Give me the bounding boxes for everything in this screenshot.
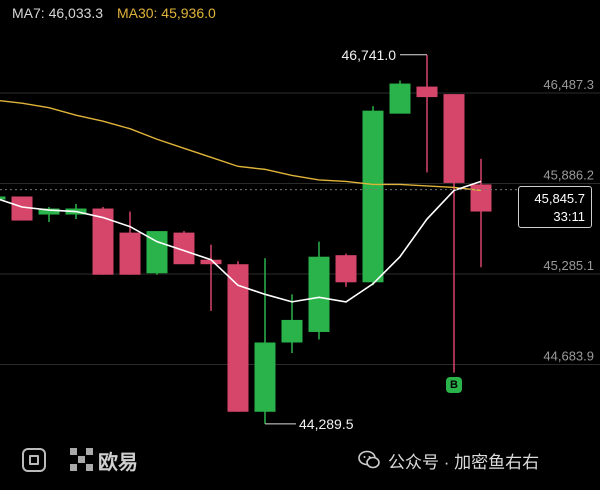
low-price-label: 44,289.5 <box>299 416 354 432</box>
candle-body <box>0 196 6 200</box>
wechat-icon <box>358 450 380 469</box>
candle-body <box>389 83 411 114</box>
candle-body <box>416 86 438 98</box>
candle-body <box>254 342 276 412</box>
candle-body <box>335 255 357 283</box>
candle-body <box>308 256 330 332</box>
candle-body <box>200 259 222 265</box>
candle-countdown: 33:11 <box>553 209 585 224</box>
high-price-label: 46,741.0 <box>342 47 397 63</box>
wechat-account: 公众号 · 加密鱼右右 <box>388 452 540 472</box>
y-tick-label: 46,487.3 <box>543 77 594 92</box>
y-tick-label: 44,683.9 <box>543 349 594 364</box>
y-tick-label: 44,082.8 <box>543 439 594 440</box>
candle-body <box>470 184 492 212</box>
ma7-line <box>0 180 482 303</box>
candle-body <box>173 232 195 265</box>
okx-logo-icon <box>70 448 94 472</box>
candle-body <box>443 94 465 183</box>
candle-body <box>38 208 60 215</box>
y-tick-label: 45,285.1 <box>543 258 594 273</box>
candle-body <box>227 264 249 412</box>
bottom-bar: 欧易 公众号 · 加密鱼右右 <box>0 440 600 480</box>
y-tick-label: 45,886.2 <box>543 167 594 182</box>
candle-body <box>362 110 384 283</box>
fullscreen-icon[interactable] <box>22 448 46 472</box>
candle-body <box>119 232 141 275</box>
ma30-label: MA30: 45,936.0 <box>116 5 216 21</box>
candle-body <box>146 231 168 274</box>
candlestick-chart[interactable]: 46,487.3 45,886.2 45,285.1 44,683.9 44,082.8… <box>0 0 600 440</box>
ma30-line <box>0 99 482 192</box>
candle-body <box>92 208 114 275</box>
candle-body <box>281 319 303 343</box>
ma-legend: MA7: 46,033.3 MA30: 45,936.0 <box>12 5 216 21</box>
buy-marker[interactable]: B <box>446 377 462 393</box>
brand-name: 欧易 <box>98 451 138 474</box>
current-price-tag: 45,845.7 33:11 <box>518 186 592 228</box>
current-price: 45,845.7 <box>534 191 585 206</box>
brand-watermark: 欧易 <box>70 448 138 474</box>
wechat-watermark: 公众号 · 加密鱼右右 <box>358 448 539 472</box>
ma7-label: MA7: 46,033.3 <box>12 5 104 21</box>
candle-body <box>11 196 33 221</box>
